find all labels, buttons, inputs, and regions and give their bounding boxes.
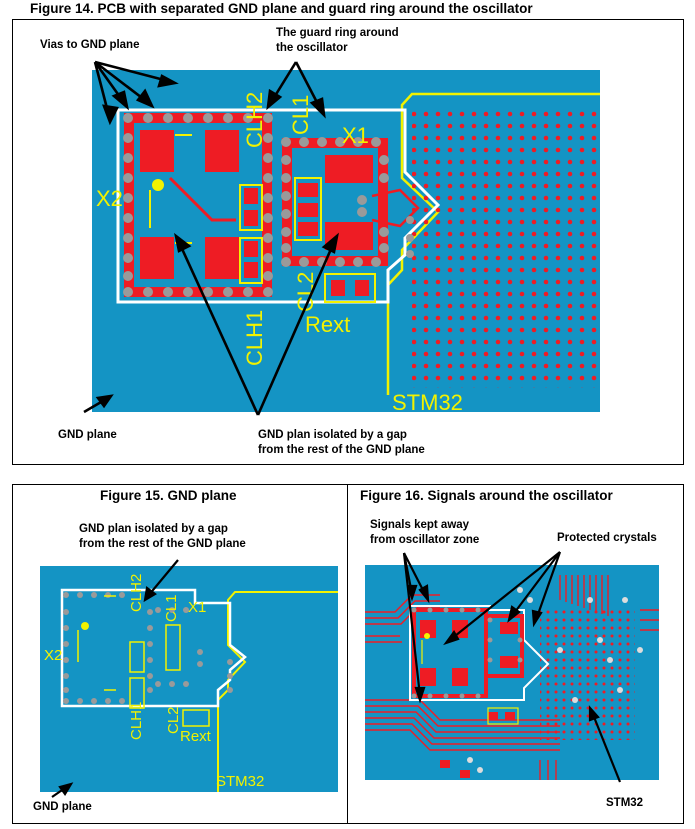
fig15-title: Figure 15. GND plane: [100, 488, 237, 503]
fig14-silk-clh2: CLH2: [242, 92, 267, 148]
fig14-label-gnd-plane: GND plane: [58, 429, 117, 441]
fig14-gnd-island: [116, 108, 441, 304]
fig15-silk-rext: Rext: [180, 728, 212, 745]
fig15-label-isolated-1: GND plan isolated by a gap: [79, 523, 228, 535]
fig14-x2-guard-ring: X2 CLH2 CLH1: [96, 92, 273, 366]
fig15-silk-stm32: STM32: [216, 773, 264, 790]
fig16-label-protected: Protected crystals: [557, 532, 657, 544]
fig16-title: Figure 16. Signals around the oscillator: [360, 488, 613, 503]
fig16-vias: [467, 587, 643, 773]
fig14-label-isolated-1: GND plan isolated by a gap: [258, 429, 407, 441]
fig14-x1-guard-ring: CL1 X1: [281, 95, 420, 267]
fig16-label-signals-1: Signals kept away: [370, 519, 470, 531]
fig15-label-gnd-plane: GND plane: [33, 801, 92, 813]
fig15-arrows: [51, 559, 179, 798]
fig15-silk-x1: X1: [188, 599, 206, 616]
fig14-silk-stm32: STM32: [392, 390, 463, 415]
fig14-label-guard-1: The guard ring around: [276, 27, 399, 39]
fig15-gnd-plane: [40, 566, 338, 792]
fig15-silk-cl2: CL2: [165, 706, 182, 734]
fig16-label-signals-2: from oscillator zone: [370, 534, 480, 546]
fig14-silk-x1: X1: [342, 123, 369, 148]
fig14-label-vias: Vias to GND plane: [40, 39, 140, 51]
fig14-arrows: [83, 60, 339, 416]
fig16-arrows: [402, 551, 622, 783]
fig14-silk-cl1: CL1: [288, 95, 313, 135]
fig14-title: Figure 14. PCB with separated GND plane …: [30, 1, 533, 16]
fig14-silk-rext: Rext: [305, 312, 350, 337]
fig14-silk-clh1: CLH1: [242, 310, 267, 366]
fig15-label-isolated-2: from the rest of the GND plane: [79, 538, 246, 550]
fig15-silk-x2: X2: [44, 647, 62, 664]
figure-divider: [347, 484, 348, 824]
fig14-label-isolated-2: from the rest of the GND plane: [258, 444, 425, 456]
fig15-silk-cl1: CL1: [163, 594, 180, 622]
fig15-16-frame: [12, 484, 684, 824]
fig15-silk-clh2: CLH2: [128, 574, 145, 612]
fig14-silk-x2: X2: [96, 186, 123, 211]
fig15-silk-clh1: CLH1: [128, 702, 145, 740]
fig14-stm32-area: STM32: [386, 92, 600, 415]
fig16-label-stm32: STM32: [606, 797, 644, 809]
fig14-label-guard-2: the oscillator: [276, 42, 348, 54]
fig14-frame: [12, 19, 684, 465]
